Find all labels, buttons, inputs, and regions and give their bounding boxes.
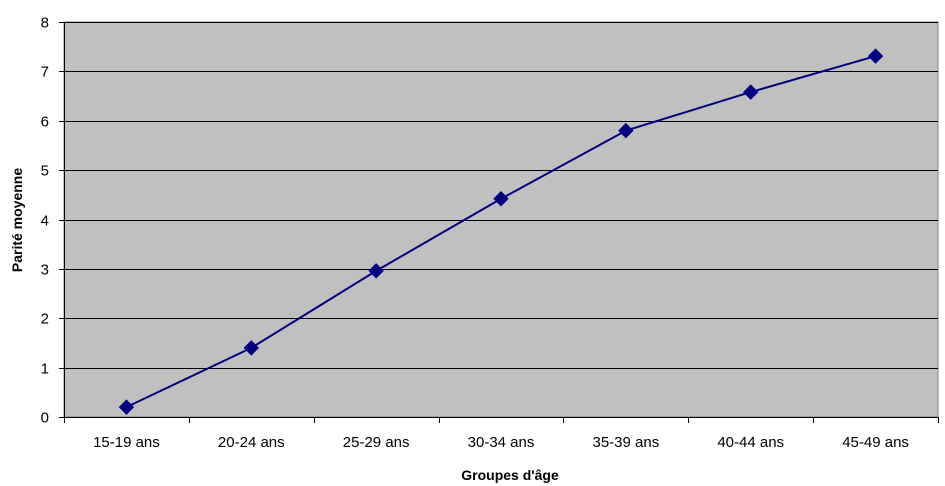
y-tick-label: 3 [41, 262, 49, 279]
x-tick-label: 45-49 ans [842, 434, 909, 451]
plot-area [63, 21, 939, 418]
series-group [118, 48, 884, 415]
data-point-marker [368, 263, 384, 279]
data-point-marker [243, 340, 259, 356]
y-tick-label: 0 [41, 410, 49, 427]
x-tick-label: 20-24 ans [218, 434, 285, 451]
gridlines [64, 22, 938, 369]
y-tick-label: 7 [41, 64, 49, 81]
y-axis-title: Parité moyenne [9, 168, 25, 272]
x-tick-label: 25-29 ans [343, 434, 410, 451]
y-tick-label: 6 [41, 114, 49, 131]
data-point-marker [867, 48, 884, 64]
y-tick-label: 1 [41, 361, 49, 378]
x-tick-label: 30-34 ans [468, 434, 535, 451]
data-point-marker [743, 84, 759, 100]
y-tick-label: 5 [41, 163, 49, 180]
y-tick-label: 8 [41, 15, 49, 32]
data-point-marker [618, 122, 634, 139]
x-axis-title: Groupes d'âge [461, 467, 559, 483]
x-tick-labels: 15-19 ans 20-24 ans 25-29 ans 30-34 ans 35-3… [93, 434, 909, 451]
x-tick-label: 40-44 ans [717, 434, 784, 451]
x-tick-label: 35-39 ans [592, 434, 659, 451]
y-tick-label: 4 [41, 213, 49, 230]
data-point-marker [493, 191, 509, 207]
x-tick-label: 15-19 ans [93, 434, 160, 451]
axes [59, 22, 939, 423]
y-tick-labels: 0 1 2 3 4 5 6 7 8 [41, 15, 49, 427]
y-tick-label: 2 [41, 311, 49, 328]
data-point-marker [118, 399, 135, 415]
